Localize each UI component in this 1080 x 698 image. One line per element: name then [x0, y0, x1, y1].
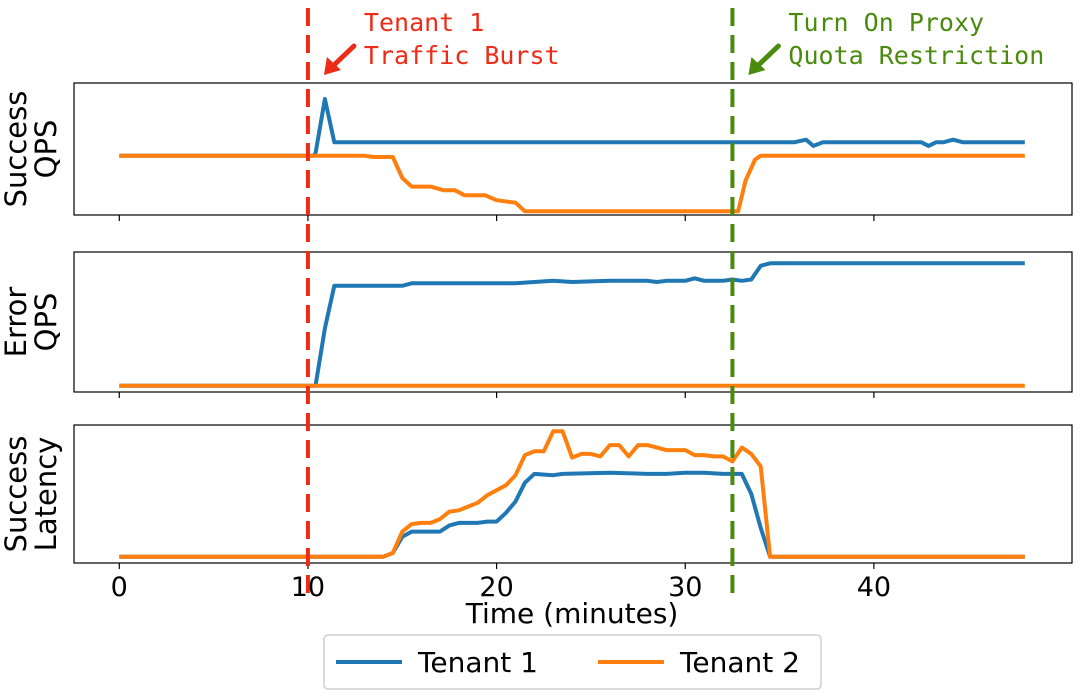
x-tick-label: 30	[668, 572, 702, 603]
event-burst: Tenant 1 Traffic Burst	[305, 8, 560, 598]
series-line-tenant-2	[119, 153, 1025, 214]
legend-box	[323, 634, 822, 690]
panel-error-qps: ErrorQPS	[0, 251, 1073, 398]
annotation-arrow-icon	[753, 43, 781, 70]
panel-frame	[73, 82, 1073, 216]
y-axis-label: ErrorQPS	[0, 287, 63, 358]
panel-success-qps: SuccessQPS	[0, 82, 1073, 221]
annotation-arrowhead-icon	[748, 57, 766, 75]
legend: Tenant 1 Tenant 2	[323, 634, 822, 690]
annotation-arrow-icon	[329, 43, 357, 70]
y-axis-label-line: Success	[0, 436, 33, 553]
x-tick-label: 20	[479, 572, 513, 603]
y-axis-label-line: QPS	[29, 120, 63, 179]
series-line-tenant-1	[119, 261, 1025, 388]
x-axis: 0 10 20 30 40 Time (minutes)	[111, 572, 891, 630]
series-line-tenant-2	[119, 429, 1025, 559]
event-markers: Tenant 1 Traffic Burst Turn On Proxy Quota …	[305, 8, 1044, 598]
panel-frame	[73, 251, 1073, 393]
y-axis-label: SuccessLatency	[0, 436, 63, 553]
panel-frame	[73, 424, 1073, 564]
y-axis-label-line: Error	[0, 287, 33, 358]
series-line-tenant-1	[119, 97, 1025, 158]
legend-entry: Tenant 2	[598, 646, 800, 679]
legend-entry: Tenant 1	[336, 646, 538, 679]
panel-success-latency: SuccessLatency	[0, 424, 1073, 569]
event-annotation-line: Traffic Burst	[364, 41, 560, 70]
legend-label: Tenant 1	[417, 646, 538, 679]
event-quota: Turn On Proxy Quota Restriction	[730, 8, 1044, 598]
event-annotation-line: Turn On Proxy	[788, 8, 984, 37]
x-tick-label: 10	[291, 572, 325, 603]
annotation-arrowhead-icon	[323, 57, 341, 75]
y-axis-label-line: QPS	[29, 293, 63, 352]
y-axis-label-line: Latency	[29, 437, 63, 552]
y-axis-label: SuccessQPS	[0, 91, 63, 208]
y-axis-label-line: Success	[0, 91, 33, 208]
event-annotation-line: Tenant 1	[364, 8, 484, 37]
x-axis-label: Time (minutes)	[465, 597, 679, 630]
x-tick-label: 40	[857, 572, 891, 603]
event-annotation-line: Quota Restriction	[788, 41, 1044, 70]
x-tick-label: 0	[111, 572, 128, 603]
series-line-tenant-1	[119, 470, 1025, 559]
legend-label: Tenant 2	[679, 646, 800, 679]
